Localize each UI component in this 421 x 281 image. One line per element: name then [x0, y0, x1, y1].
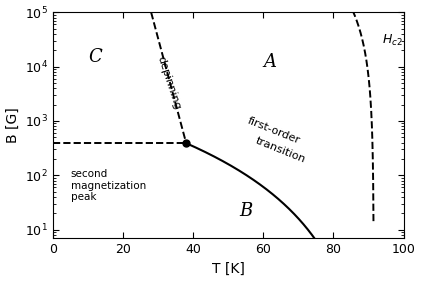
Text: C: C	[88, 48, 102, 66]
Text: transition: transition	[254, 135, 307, 165]
Text: depinning: depinning	[155, 55, 182, 111]
X-axis label: T [K]: T [K]	[212, 261, 245, 275]
Text: $H_{c2}$: $H_{c2}$	[382, 33, 403, 48]
Text: second
magnetization
peak: second magnetization peak	[70, 169, 146, 202]
Text: A: A	[264, 53, 277, 71]
Text: first-order: first-order	[246, 116, 301, 146]
Y-axis label: B [G]: B [G]	[5, 107, 19, 143]
Text: B: B	[239, 202, 253, 220]
